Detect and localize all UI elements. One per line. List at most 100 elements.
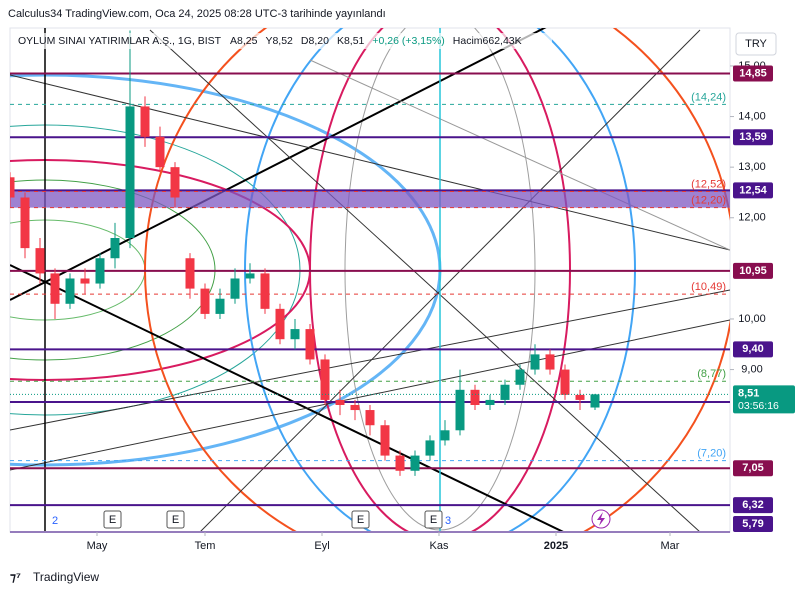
level-band xyxy=(10,190,730,208)
trend-line xyxy=(10,28,547,301)
candle-body xyxy=(440,430,450,441)
event-marker[interactable]: E xyxy=(357,514,364,526)
currency[interactable]: TRY xyxy=(745,38,767,50)
candle-body xyxy=(110,238,120,259)
ohlc-value: K8,51 xyxy=(337,35,365,47)
x-tick-label: Tem xyxy=(195,540,216,552)
candle-body xyxy=(155,136,165,168)
publish-note: Calculus34 TradingView.com, Oca 24, 2025… xyxy=(8,8,386,20)
dashed-level-label: (12,20) xyxy=(691,195,726,207)
event-box[interactable] xyxy=(166,510,185,529)
event-marker[interactable]: E xyxy=(109,514,116,526)
event-marker[interactable]: 2 xyxy=(52,515,58,527)
candle-body xyxy=(530,354,540,370)
level-label-box xyxy=(733,497,773,514)
trend-line xyxy=(10,289,730,431)
ohlc-value: Hacim662,43K xyxy=(453,35,522,47)
event-marker[interactable]: E xyxy=(172,514,179,526)
legend-backdrop xyxy=(12,33,552,49)
currency-button[interactable] xyxy=(735,32,777,56)
candle-body xyxy=(395,455,405,471)
x-tick-label: Kas xyxy=(430,540,449,552)
candle-body xyxy=(575,394,585,400)
candles xyxy=(10,30,600,476)
candle-body xyxy=(275,308,285,340)
x-tick-label: May xyxy=(87,540,108,552)
candle-body xyxy=(290,329,300,340)
event-box[interactable] xyxy=(103,510,122,529)
candle-body xyxy=(35,248,45,274)
candle-body xyxy=(500,384,510,400)
candle-body xyxy=(350,404,360,411)
level-label-box xyxy=(733,182,773,199)
candle-body xyxy=(125,106,135,238)
ohlc-value: D8,20 xyxy=(301,35,329,47)
candle-body xyxy=(335,399,345,405)
event-marker[interactable]: 3 xyxy=(445,515,451,527)
candle-body xyxy=(65,278,75,304)
dashed-level-label: (8,77) xyxy=(697,368,726,380)
event-box[interactable] xyxy=(351,510,370,529)
event-markers: 2 E E E E 3 xyxy=(52,509,611,529)
footer-logo: TradingView xyxy=(33,570,99,584)
trend-line xyxy=(10,319,730,471)
event-marker[interactable]: E xyxy=(430,514,437,526)
candle-body xyxy=(20,197,30,249)
candle-body xyxy=(185,258,195,289)
candle-body xyxy=(10,177,15,198)
last-price-box xyxy=(733,385,795,414)
ohlc-value: +0,26 (+3,15%) xyxy=(372,35,444,47)
dashed-level-label: (10,49) xyxy=(691,281,726,293)
countdown: 03:56:16 xyxy=(738,400,779,412)
y-tick-label: 14,00 xyxy=(738,110,766,122)
level-label-box xyxy=(733,341,773,358)
level-label-box xyxy=(733,460,773,477)
level-label-box xyxy=(733,65,773,82)
candle-body xyxy=(260,273,270,309)
x-tick-label: Eyl xyxy=(314,540,329,552)
candle-body xyxy=(425,440,435,456)
trend-line xyxy=(309,59,730,251)
footer-logo-mark: ⁊⁷ xyxy=(10,570,21,584)
level-label: 9,40 xyxy=(742,343,763,355)
level-label: 12,54 xyxy=(739,184,767,196)
candle-body xyxy=(140,106,150,137)
last-price-label: 8,51 xyxy=(738,387,759,399)
y-tick-label: 9,00 xyxy=(741,363,762,375)
y-tick-label: 12,00 xyxy=(738,212,766,224)
ohlc-value: A8,25 xyxy=(230,35,258,47)
candle-body xyxy=(305,329,315,360)
trend-line xyxy=(199,29,701,532)
candle-body xyxy=(485,399,495,405)
dashed-level-label: (12,52) xyxy=(691,178,726,190)
y-tick-label: 10,00 xyxy=(738,313,766,325)
candle-body xyxy=(455,389,465,431)
candle-body xyxy=(545,354,555,370)
symbol: OYLUM SINAI YATIRIMLAR A.Ş., 1G, BIST xyxy=(18,35,222,47)
level-label: 6,32 xyxy=(742,499,763,511)
ohlc-value: Y8,52 xyxy=(265,35,293,47)
dividend-icon-bolt xyxy=(597,512,605,526)
x-tick-label: Mar xyxy=(661,540,680,552)
candle-body xyxy=(470,389,480,405)
dashed-level-label: (7,20) xyxy=(697,448,726,460)
level-label: 10,95 xyxy=(739,265,767,277)
ohlc-legend: A8,25 Y8,52 D8,20 K8,51 +0,26 (+3,15%) Hacim6… xyxy=(230,35,522,47)
trend-line xyxy=(149,29,701,532)
candle-body xyxy=(410,455,420,471)
candle-body xyxy=(245,273,255,279)
candle-body xyxy=(365,410,375,426)
level-label: 5,79 xyxy=(742,518,763,530)
level-label: 7,05 xyxy=(742,462,763,474)
level-label-box xyxy=(733,516,773,532)
event-box[interactable] xyxy=(424,510,443,529)
candle-body xyxy=(230,278,240,299)
dashed-level-label: (14,24) xyxy=(691,91,726,103)
candle-body xyxy=(80,278,90,284)
candle-body xyxy=(200,288,210,314)
y-tick-label: 13,00 xyxy=(738,161,766,173)
candle-body xyxy=(320,359,330,400)
candle-body xyxy=(515,369,525,385)
level-label: 13,59 xyxy=(739,131,767,143)
candle-body xyxy=(560,369,570,395)
